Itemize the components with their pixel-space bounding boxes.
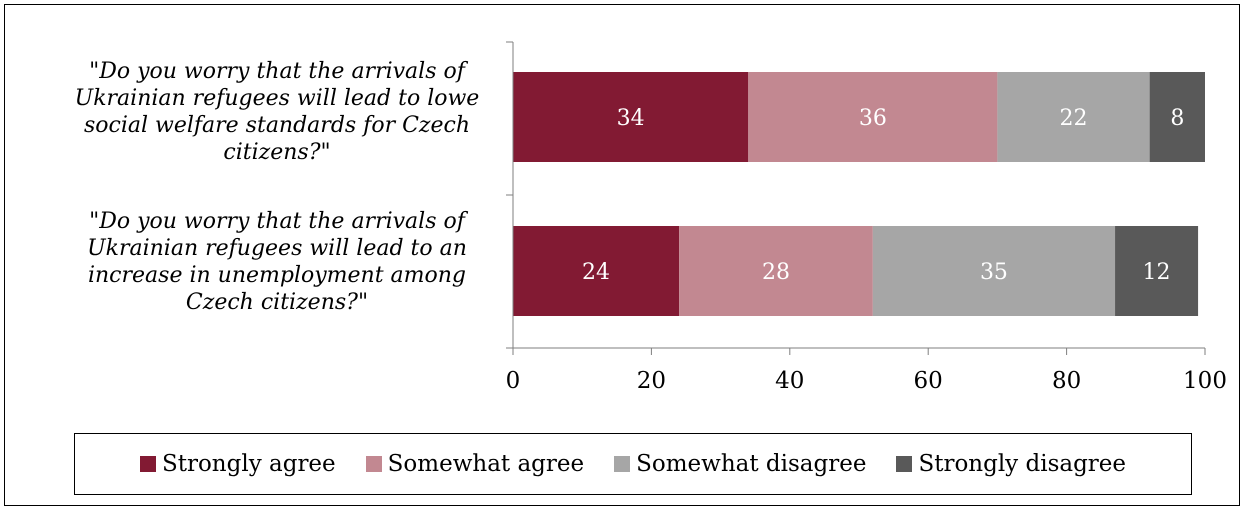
- category-label-1: "Do you worry that the arrivals of Ukrai…: [74, 59, 480, 165]
- legend-item-4: Strongly disagree: [896, 451, 1126, 477]
- legend-swatch-4: [896, 456, 913, 472]
- x-tick-label-4: 60: [914, 368, 943, 394]
- data-label-1-2: 36: [859, 106, 887, 131]
- bar-segment-2-4: [1115, 226, 1199, 316]
- x-tick-label-1: 0: [506, 368, 521, 394]
- legend-swatch-3: [614, 456, 631, 472]
- data-label-1-4: 8: [1170, 106, 1184, 131]
- legend-item-3: Somewhat disagree: [614, 451, 866, 477]
- data-label-2-1: 24: [582, 260, 610, 285]
- legend-label-2: Somewhat agree: [387, 451, 585, 477]
- bar-segment-1-2: [748, 72, 998, 162]
- x-tick-label-3: 40: [775, 368, 804, 394]
- legend-item-2: Somewhat agree: [365, 451, 585, 477]
- bar-segment-2-1: [513, 226, 680, 316]
- legend-item-1: Strongly agree: [139, 451, 336, 477]
- legend-label-3: Somewhat disagree: [636, 451, 867, 477]
- data-label-2-4: 12: [1143, 260, 1171, 285]
- category-label-2: "Do you worry that the arrivals of Ukrai…: [87, 209, 467, 315]
- data-label-2-2: 28: [762, 260, 790, 285]
- x-tick-label-6: 100: [1183, 368, 1227, 394]
- legend-label-1: Strongly agree: [161, 451, 336, 477]
- data-label-1-1: 34: [617, 106, 645, 131]
- bar-segment-2-2: [679, 226, 873, 316]
- legend-swatch-1: [139, 456, 156, 472]
- chart-area: 34 36 22 8 24 28 35 12 0 20 40 60 80 100 "Do you worr…: [4, 4, 1240, 506]
- x-tick-label-2: 20: [637, 368, 666, 394]
- legend-label-4: Strongly disagree: [918, 451, 1127, 477]
- plot-area: 34 36 22 8 24 28 35 12 0 20 40 60 80 100: [506, 41, 1227, 394]
- bar-segment-2-3: [872, 226, 1116, 316]
- legend-swatch-2: [365, 456, 382, 472]
- bar-segment-1-3: [997, 72, 1150, 162]
- legend: Strongly agree Somewhat agree Somewhat dis…: [74, 433, 1192, 495]
- data-label-2-3: 35: [980, 260, 1008, 285]
- bar-segment-1-1: [513, 72, 749, 162]
- x-tick-label-5: 80: [1052, 368, 1081, 394]
- bar-segment-1-4: [1149, 72, 1205, 162]
- data-label-1-3: 22: [1060, 106, 1088, 131]
